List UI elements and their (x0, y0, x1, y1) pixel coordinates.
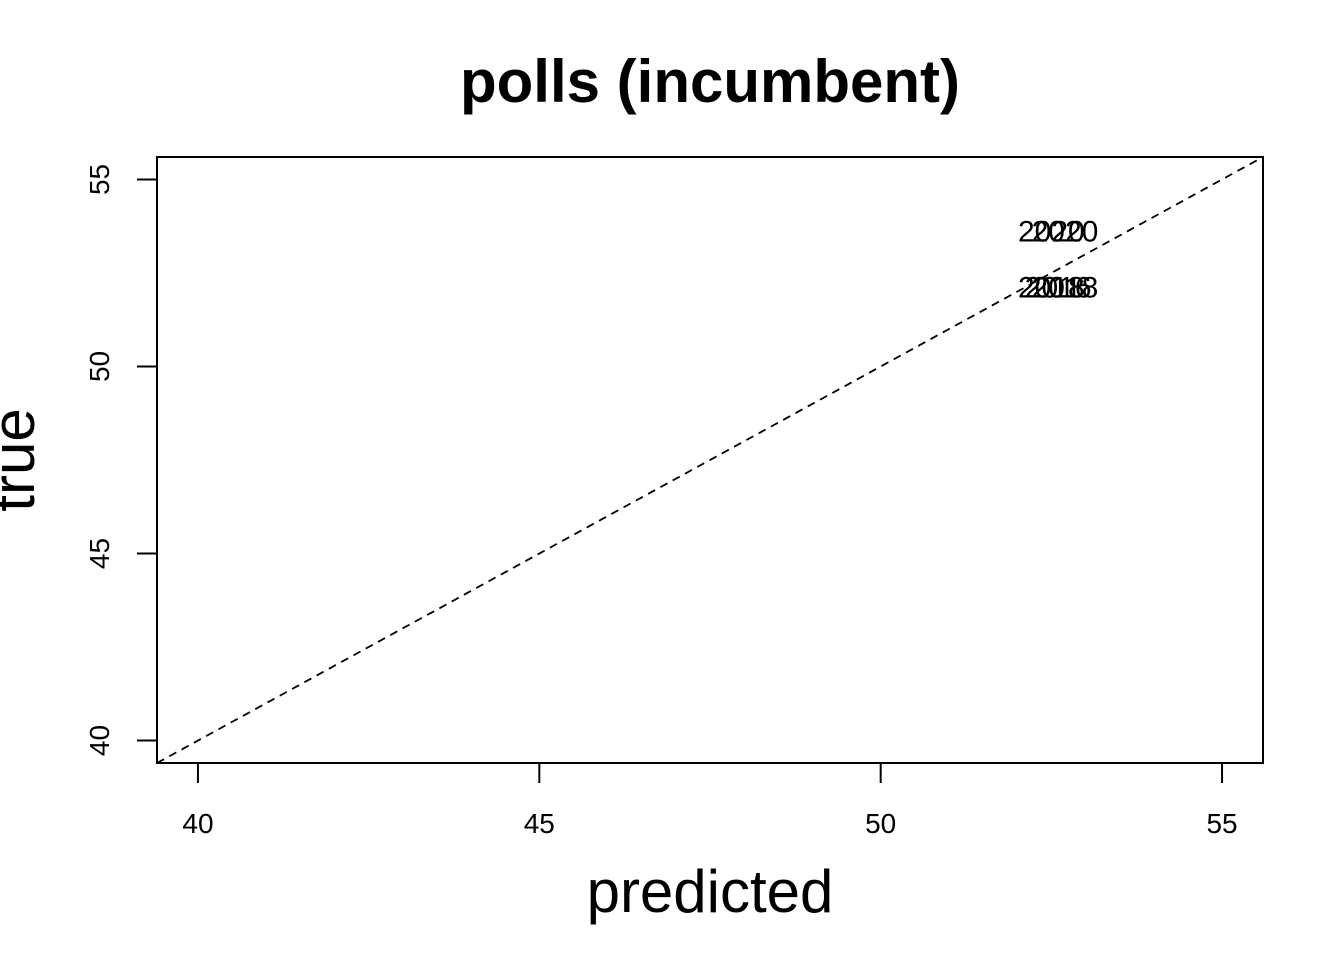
x-tick-label: 50 (865, 808, 896, 839)
point-label: 2016 (1025, 271, 1092, 304)
identity-reference-line (156, 156, 1264, 764)
y-tick-label: 55 (84, 164, 115, 195)
point-label: 2018 (1018, 271, 1085, 304)
point-label: 2018 (1032, 271, 1099, 304)
x-tick-label: 55 (1206, 808, 1237, 839)
y-tick-label: 45 (84, 538, 115, 569)
x-tick-label: 40 (182, 808, 213, 839)
x-axis-label: predicted (587, 858, 834, 925)
x-axis: 40 45 50 55 (182, 762, 1238, 839)
y-tick-label: 40 (84, 725, 115, 756)
point-label: 2020 (1018, 215, 1085, 248)
y-axis-label: true (0, 408, 47, 511)
point-label: 2020 (1032, 215, 1099, 248)
y-axis: 40 45 50 55 (84, 164, 158, 756)
x-tick-label: 45 (524, 808, 555, 839)
y-tick-label: 50 (84, 351, 115, 382)
chart-title: polls (incumbent) (460, 48, 960, 115)
